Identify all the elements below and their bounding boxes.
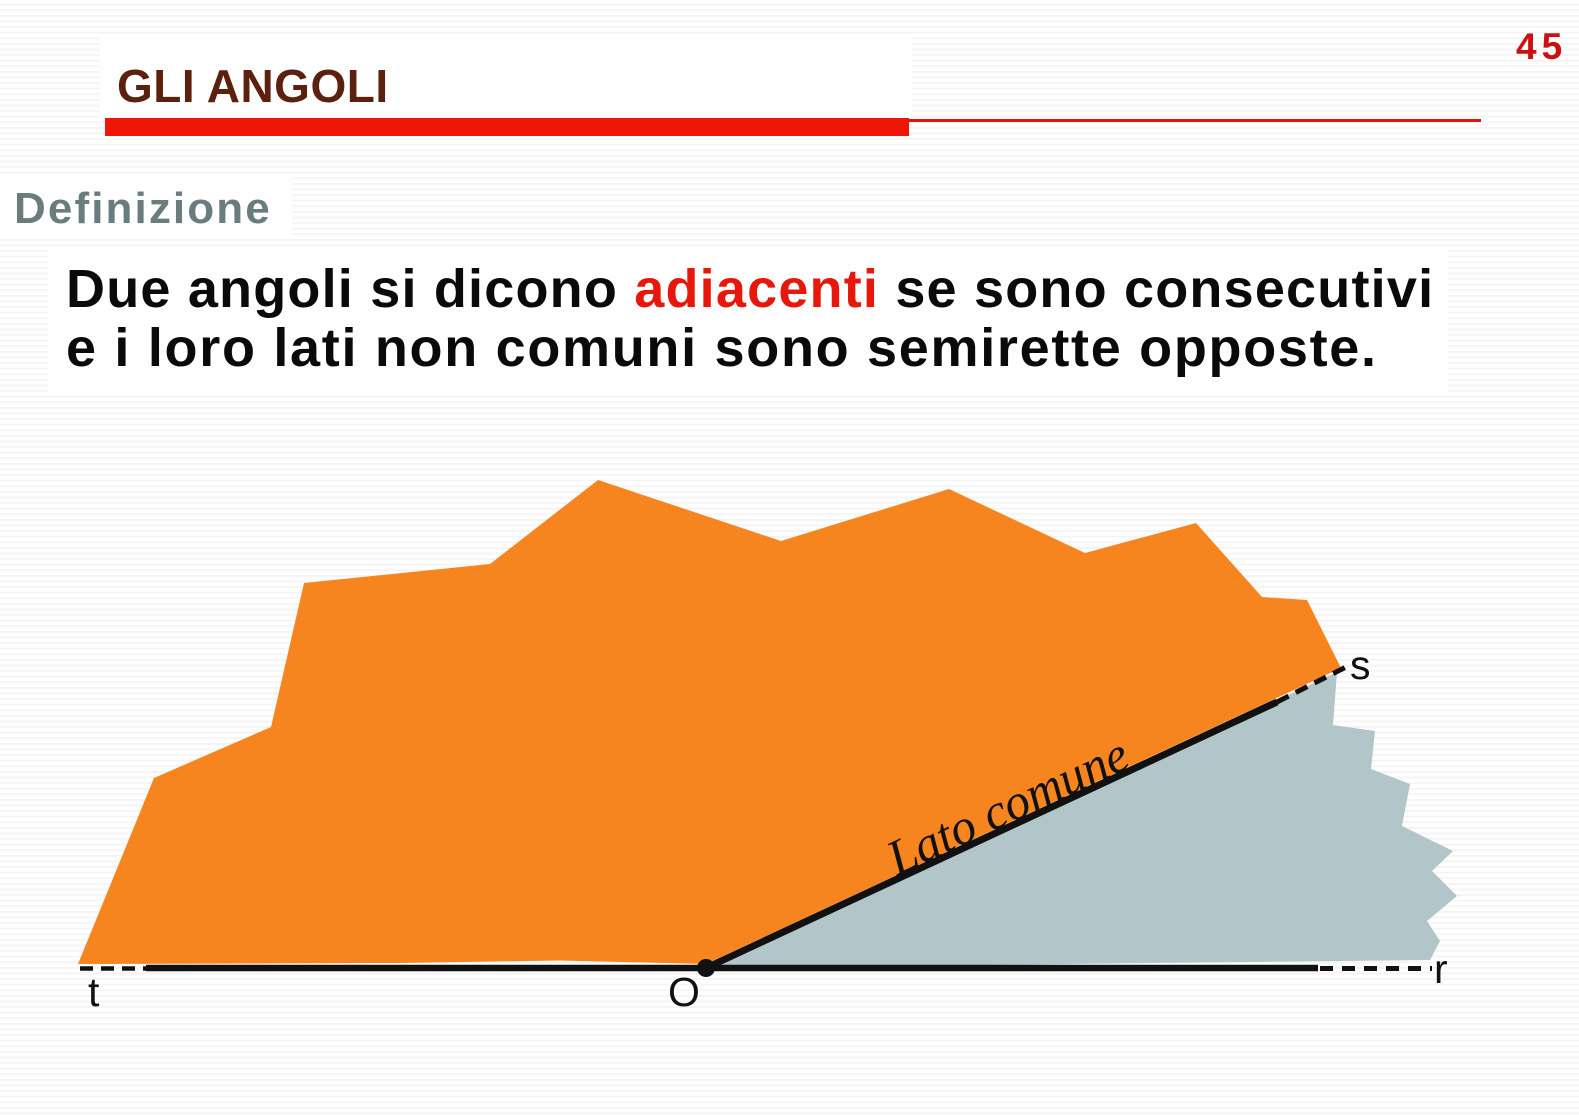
svg-text:t: t — [88, 969, 100, 1015]
svg-text:s: s — [1350, 642, 1371, 688]
svg-text:O: O — [668, 969, 700, 1015]
svg-text:r: r — [1434, 946, 1448, 992]
